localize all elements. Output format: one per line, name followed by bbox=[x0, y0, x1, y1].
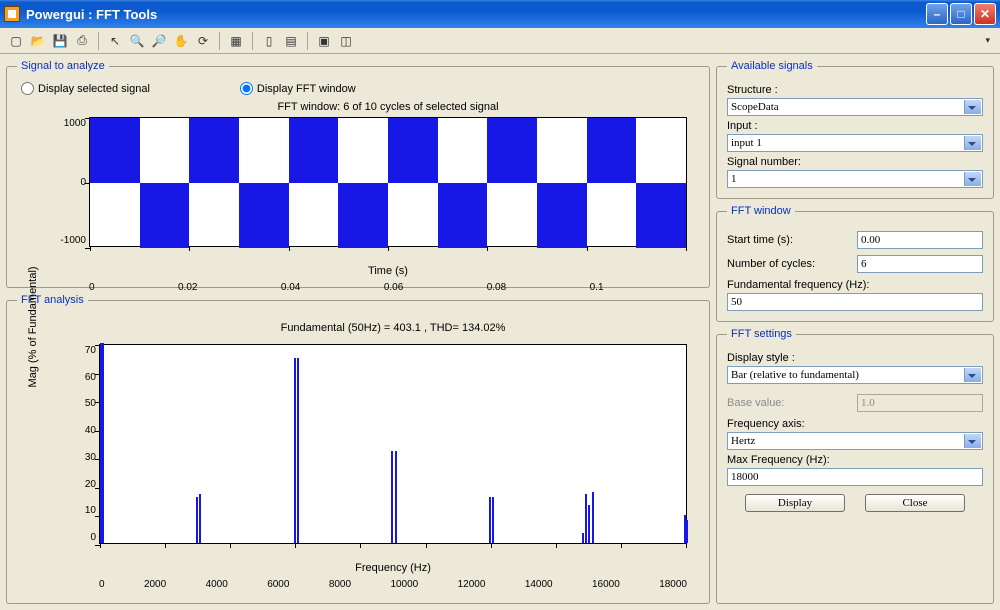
fft-chart: 706050403020100 bbox=[99, 344, 687, 544]
maximize-button[interactable]: □ bbox=[950, 3, 972, 25]
fft-x-ticks: 0200040006000800010000120001400016000180… bbox=[99, 579, 687, 590]
pointer-icon[interactable]: ↖ bbox=[105, 31, 125, 51]
legend-icon[interactable]: ▤ bbox=[281, 31, 301, 51]
zoom-in-icon[interactable]: 🔍 bbox=[127, 31, 147, 51]
start-time-input[interactable] bbox=[857, 231, 983, 249]
signal-x-ticks: 00.020.040.060.080.1 bbox=[89, 282, 687, 293]
input-select[interactable]: input 1 bbox=[727, 134, 983, 152]
content-area: Signal to analyze Display selected signa… bbox=[0, 54, 1000, 610]
signalnum-label: Signal number: bbox=[727, 156, 983, 168]
toolbar: ▢ 📂 💾 ⎙ ↖ 🔍 🔎 ✋ ⟳ ▦ ▯ ▤ ▣ ◫ ▾ bbox=[0, 28, 1000, 54]
input-label: Input : bbox=[727, 120, 983, 132]
app-icon bbox=[4, 6, 20, 22]
available-signals-panel: Available signals Structure : ScopeData … bbox=[716, 60, 994, 199]
displaystyle-label: Display style : bbox=[727, 352, 983, 364]
fft-analysis-panel: FFT analysis Fundamental (50Hz) = 403.1 … bbox=[6, 294, 710, 604]
save-icon[interactable]: 💾 bbox=[50, 31, 70, 51]
start-time-label: Start time (s): bbox=[727, 234, 847, 246]
signalnum-select[interactable]: 1 bbox=[727, 170, 983, 188]
fft-y-ticks: 706050403020100 bbox=[48, 345, 96, 543]
new-icon[interactable]: ▢ bbox=[6, 31, 26, 51]
freqaxis-select[interactable]: Hertz bbox=[727, 432, 983, 450]
radio-display-selected-input[interactable] bbox=[21, 82, 34, 95]
undock-icon[interactable]: ◫ bbox=[336, 31, 356, 51]
data-cursor-icon[interactable]: ▦ bbox=[226, 31, 246, 51]
basevalue-input bbox=[857, 394, 983, 412]
window-title: Powergui : FFT Tools bbox=[26, 7, 157, 22]
signal-analyze-panel: Signal to analyze Display selected signa… bbox=[6, 60, 710, 288]
zoom-out-icon[interactable]: 🔎 bbox=[149, 31, 169, 51]
radio-display-fft[interactable]: Display FFT window bbox=[240, 82, 356, 95]
title-bar: Powergui : FFT Tools – □ ✕ bbox=[0, 0, 1000, 28]
print-icon[interactable]: ⎙ bbox=[72, 31, 92, 51]
radio-display-selected-label: Display selected signal bbox=[38, 83, 150, 95]
fft-settings-panel: FFT settings Display style : Bar (relati… bbox=[716, 328, 994, 604]
close-button[interactable]: Close bbox=[865, 494, 965, 512]
signal-chart-title: FFT window: 6 of 10 cycles of selected s… bbox=[89, 101, 687, 113]
signal-x-label: Time (s) bbox=[89, 265, 687, 277]
close-window-button[interactable]: ✕ bbox=[974, 3, 996, 25]
display-button[interactable]: Display bbox=[745, 494, 845, 512]
fft-window-legend: FFT window bbox=[727, 205, 795, 217]
radio-display-fft-input[interactable] bbox=[240, 82, 253, 95]
signal-y-ticks: 10000-1000 bbox=[38, 118, 86, 246]
open-icon[interactable]: 📂 bbox=[28, 31, 48, 51]
cycles-label: Number of cycles: bbox=[727, 258, 847, 270]
fft-window-panel: FFT window Start time (s): Number of cyc… bbox=[716, 205, 994, 322]
fft-y-label: Mag (% of Fundamental) bbox=[27, 266, 39, 387]
fft-chart-title: Fundamental (50Hz) = 403.1 , THD= 134.02… bbox=[99, 322, 687, 334]
radio-display-selected[interactable]: Display selected signal bbox=[21, 82, 150, 95]
fundfreq-label: Fundamental frequency (Hz): bbox=[727, 279, 983, 291]
structure-label: Structure : bbox=[727, 84, 983, 96]
rotate-icon[interactable]: ⟳ bbox=[193, 31, 213, 51]
signal-chart: 10000-1000 bbox=[89, 117, 687, 247]
freqaxis-label: Frequency axis: bbox=[727, 418, 983, 430]
pan-icon[interactable]: ✋ bbox=[171, 31, 191, 51]
minimize-button[interactable]: – bbox=[926, 3, 948, 25]
structure-select[interactable]: ScopeData bbox=[727, 98, 983, 116]
basevalue-label: Base value: bbox=[727, 397, 847, 409]
maxfreq-input[interactable] bbox=[727, 468, 983, 486]
radio-display-fft-label: Display FFT window bbox=[257, 83, 356, 95]
available-signals-legend: Available signals bbox=[727, 60, 817, 72]
maxfreq-label: Max Frequency (Hz): bbox=[727, 454, 983, 466]
signal-analyze-legend: Signal to analyze bbox=[17, 60, 109, 72]
fft-x-label: Frequency (Hz) bbox=[99, 562, 687, 574]
cycles-input[interactable] bbox=[857, 255, 983, 273]
toolbar-more-icon[interactable]: ▾ bbox=[985, 35, 994, 46]
fundfreq-input[interactable] bbox=[727, 293, 983, 311]
fft-settings-legend: FFT settings bbox=[727, 328, 796, 340]
colorbar-icon[interactable]: ▯ bbox=[259, 31, 279, 51]
displaystyle-select[interactable]: Bar (relative to fundamental) bbox=[727, 366, 983, 384]
dock-icon[interactable]: ▣ bbox=[314, 31, 334, 51]
